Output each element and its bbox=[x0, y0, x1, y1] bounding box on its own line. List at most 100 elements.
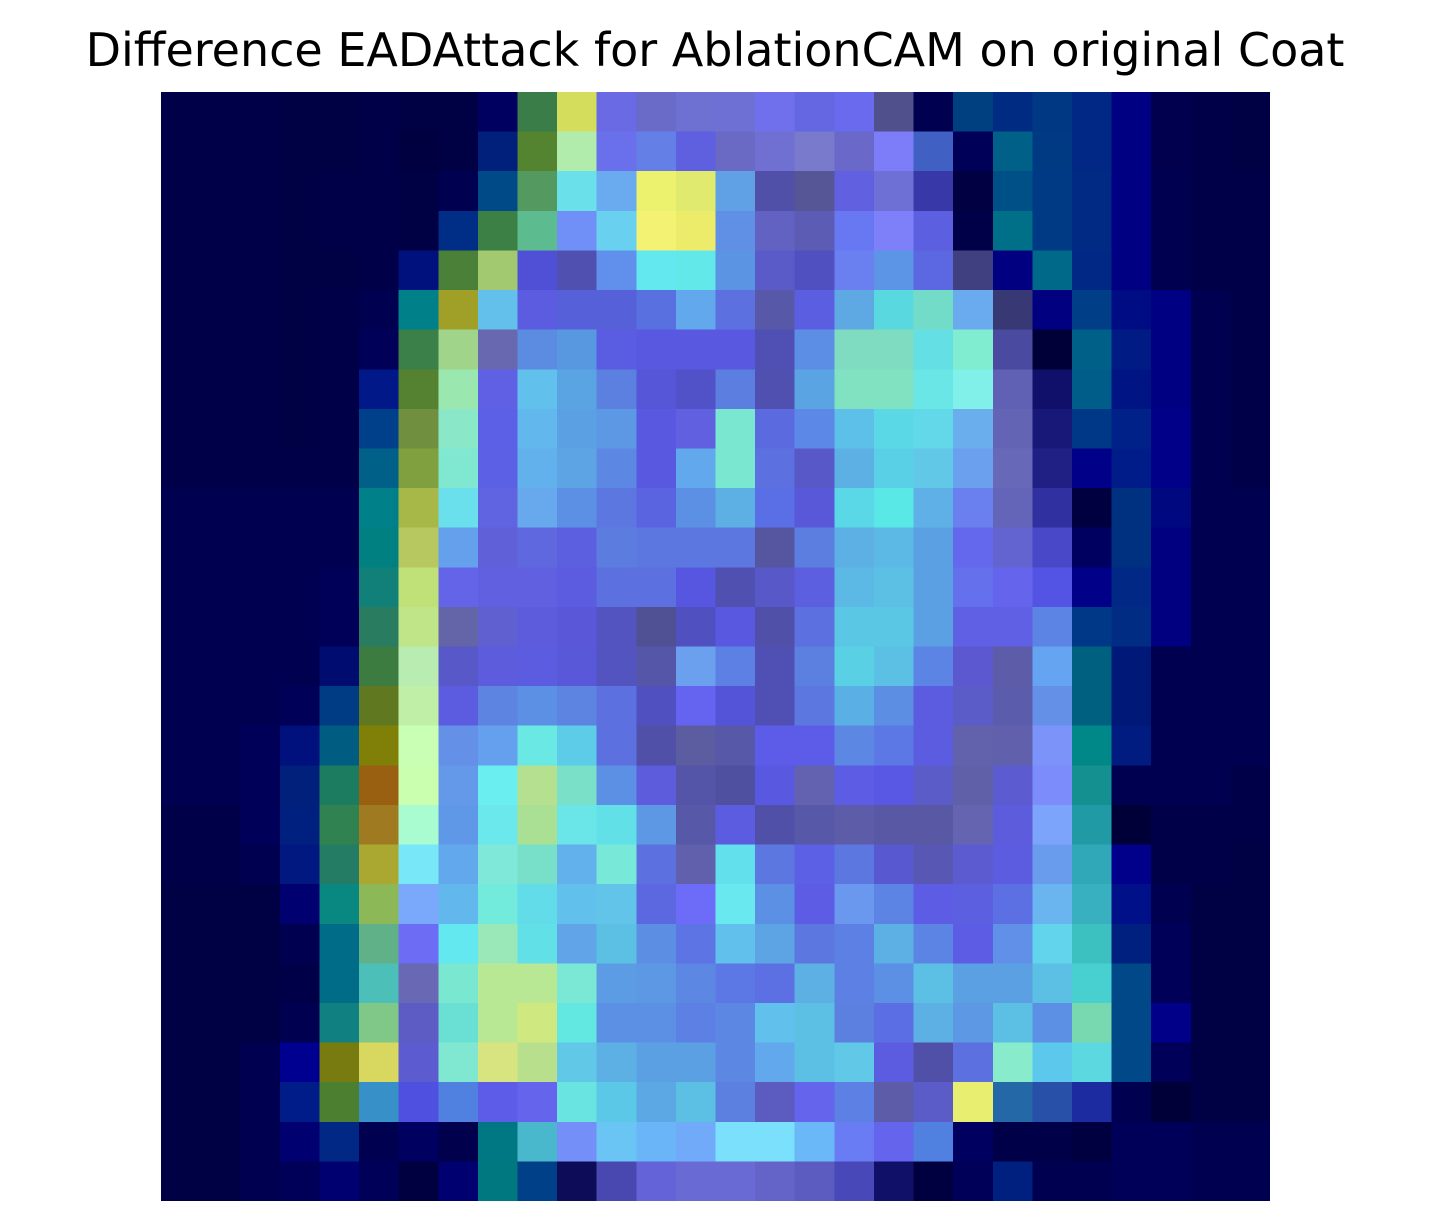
heatmap-cell bbox=[161, 527, 202, 568]
heatmap-cell bbox=[755, 606, 796, 648]
heatmap-cell bbox=[715, 527, 756, 568]
heatmap-cell bbox=[913, 844, 954, 885]
heatmap-cell bbox=[1111, 408, 1152, 450]
heatmap-cell bbox=[1032, 1002, 1073, 1044]
heatmap-cell bbox=[438, 171, 479, 212]
heatmap-cell bbox=[359, 210, 400, 252]
heatmap-cell bbox=[1071, 408, 1113, 450]
heatmap-cell bbox=[1151, 329, 1192, 370]
heatmap-cell bbox=[1032, 923, 1073, 964]
heatmap-cell bbox=[636, 171, 677, 212]
heatmap-cell bbox=[913, 884, 954, 925]
heatmap-cell bbox=[1190, 1042, 1231, 1083]
heatmap-cell bbox=[596, 131, 637, 172]
heatmap-cell bbox=[477, 92, 519, 133]
heatmap-cell bbox=[834, 804, 875, 846]
heatmap-cell bbox=[715, 1161, 756, 1201]
heatmap-cell bbox=[240, 1082, 281, 1123]
heatmap-cell bbox=[517, 1161, 558, 1201]
heatmap-cell bbox=[200, 963, 241, 1004]
heatmap-cell bbox=[992, 290, 1033, 331]
heatmap-cell bbox=[834, 606, 875, 648]
heatmap-cell bbox=[913, 963, 954, 1004]
heatmap-cell bbox=[319, 606, 360, 648]
heatmap-cell bbox=[200, 686, 241, 727]
heatmap-cell bbox=[1111, 448, 1152, 489]
heatmap-cell bbox=[794, 290, 835, 331]
heatmap-cell bbox=[161, 923, 202, 964]
heatmap-cell bbox=[279, 646, 321, 687]
heatmap-cell bbox=[438, 1042, 479, 1083]
heatmap-cell bbox=[557, 963, 598, 1004]
heatmap-cell bbox=[1111, 527, 1152, 568]
heatmap-cell bbox=[438, 131, 479, 172]
heatmap-cell bbox=[953, 1121, 994, 1162]
heatmap-cell bbox=[675, 1161, 717, 1201]
heatmap-cell bbox=[755, 250, 796, 291]
heatmap-cell bbox=[1111, 606, 1152, 648]
heatmap-cell bbox=[517, 765, 558, 806]
heatmap-cell bbox=[161, 210, 202, 252]
heatmap-cell bbox=[834, 171, 875, 212]
heatmap-cell bbox=[438, 844, 479, 885]
heatmap-cell bbox=[1111, 290, 1152, 331]
heatmap-cell bbox=[596, 567, 637, 608]
heatmap-cell bbox=[279, 131, 321, 172]
heatmap-cell bbox=[794, 606, 835, 648]
heatmap-cell bbox=[319, 448, 360, 489]
heatmap-cell bbox=[675, 210, 717, 252]
heatmap-cell bbox=[794, 765, 835, 806]
heatmap-cell bbox=[1032, 606, 1073, 648]
heatmap-cell bbox=[992, 1121, 1033, 1162]
heatmap-cell bbox=[596, 1082, 637, 1123]
heatmap-cell bbox=[517, 804, 558, 846]
heatmap-cell bbox=[873, 92, 915, 133]
heatmap-cell bbox=[596, 1121, 637, 1162]
heatmap-cell bbox=[794, 804, 835, 846]
heatmap-cell bbox=[755, 1002, 796, 1044]
heatmap-cell bbox=[755, 488, 796, 529]
heatmap-cell bbox=[1151, 606, 1192, 648]
heatmap-cell bbox=[1071, 171, 1113, 212]
heatmap-cell bbox=[1151, 1042, 1192, 1083]
heatmap-cell bbox=[755, 92, 796, 133]
heatmap-cell bbox=[398, 963, 439, 1004]
heatmap-cell bbox=[636, 1042, 677, 1083]
heatmap-cell bbox=[161, 250, 202, 291]
heatmap-cell bbox=[240, 1161, 281, 1201]
heatmap-cell bbox=[834, 884, 875, 925]
heatmap-cell bbox=[953, 488, 994, 529]
heatmap-cell bbox=[200, 369, 241, 410]
heatmap-cell bbox=[161, 171, 202, 212]
heatmap-cell bbox=[715, 686, 756, 727]
heatmap-cell bbox=[953, 131, 994, 172]
heatmap-cell bbox=[834, 923, 875, 964]
heatmap-cell bbox=[873, 527, 915, 568]
heatmap-cell bbox=[517, 329, 558, 370]
heatmap-cell bbox=[1190, 408, 1231, 450]
heatmap-cell bbox=[992, 210, 1033, 252]
heatmap-cell bbox=[1230, 1082, 1270, 1123]
heatmap-cell bbox=[279, 1082, 321, 1123]
heatmap-cell bbox=[279, 686, 321, 727]
heatmap-cell bbox=[873, 567, 915, 608]
heatmap-cell bbox=[200, 804, 241, 846]
heatmap-cell bbox=[1111, 844, 1152, 885]
heatmap-cell bbox=[992, 92, 1033, 133]
heatmap-cell bbox=[477, 646, 519, 687]
heatmap-cell bbox=[557, 1121, 598, 1162]
heatmap-cell bbox=[953, 369, 994, 410]
heatmap-cell bbox=[517, 210, 558, 252]
heatmap-cell bbox=[596, 369, 637, 410]
heatmap-cell bbox=[596, 686, 637, 727]
heatmap-cell bbox=[557, 567, 598, 608]
heatmap-cell bbox=[794, 884, 835, 925]
heatmap-cell bbox=[279, 92, 321, 133]
heatmap-cell bbox=[1111, 329, 1152, 370]
heatmap-cell bbox=[279, 250, 321, 291]
heatmap-cell bbox=[1032, 92, 1073, 133]
heatmap-cell bbox=[161, 686, 202, 727]
heatmap-cell bbox=[1190, 210, 1231, 252]
heatmap-cell bbox=[1190, 567, 1231, 608]
heatmap-cell bbox=[913, 488, 954, 529]
